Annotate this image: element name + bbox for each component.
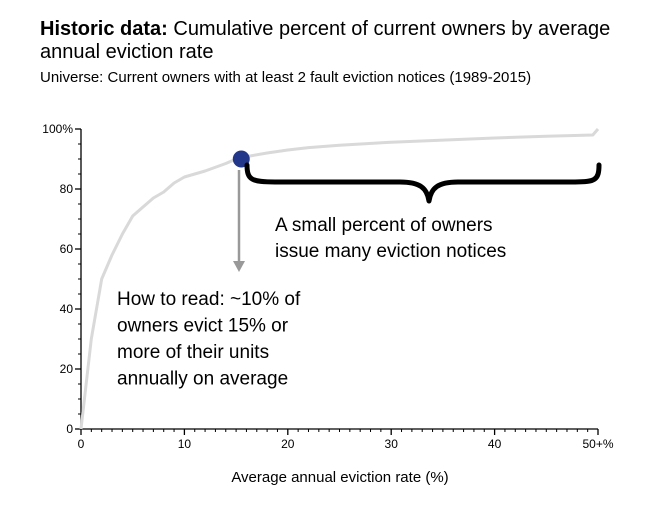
y-tick-label: 80 [60, 182, 74, 196]
x-tick-label: 30 [385, 437, 399, 451]
annotation-line: owners evict 15% or [117, 316, 289, 337]
x-tick-label: 40 [488, 437, 502, 451]
x-tick-label: 10 [178, 437, 192, 451]
chart-title: Historic data: Cumulative percent of cur… [40, 18, 640, 64]
annotation-line: annually on average [117, 369, 288, 390]
curly-brace [244, 162, 602, 204]
title-bold: Historic data: [40, 18, 168, 40]
annotation-line: issue many eviction notices [275, 241, 506, 262]
x-tick-label: 0 [78, 437, 85, 451]
ticks: 0 20 40 60 80 100% 0 10 20 30 40 50+% [42, 122, 614, 451]
y-tick-label: 20 [60, 362, 74, 376]
x-tick-label: 20 [281, 437, 295, 451]
y-tick-label: 40 [60, 302, 74, 316]
y-tick-label: 100% [42, 122, 73, 136]
title-rest: Cumulative percent of current owners by … [40, 18, 611, 63]
y-tick-label: 60 [60, 242, 74, 256]
annotation-line: more of their units [117, 342, 269, 363]
annotation-line: A small percent of owners [275, 215, 493, 236]
y-tick-label: 0 [66, 422, 73, 436]
x-axis-label: Average annual eviction rate (%) [231, 469, 448, 486]
annotations: A small percent of owners issue many evic… [117, 162, 602, 390]
read-guide-arrow-head [233, 261, 245, 272]
annotation-line: How to read: ~10% of [117, 289, 301, 310]
annotation-how-to-read: How to read: ~10% of owners evict 15% or m… [117, 289, 301, 390]
annotation-small-percent: A small percent of owners issue many evic… [275, 215, 506, 262]
x-tick-label: 50+% [582, 437, 613, 451]
chart-subtitle: Universe: Current owners with at least 2… [40, 69, 532, 86]
series-line [79, 128, 600, 430]
